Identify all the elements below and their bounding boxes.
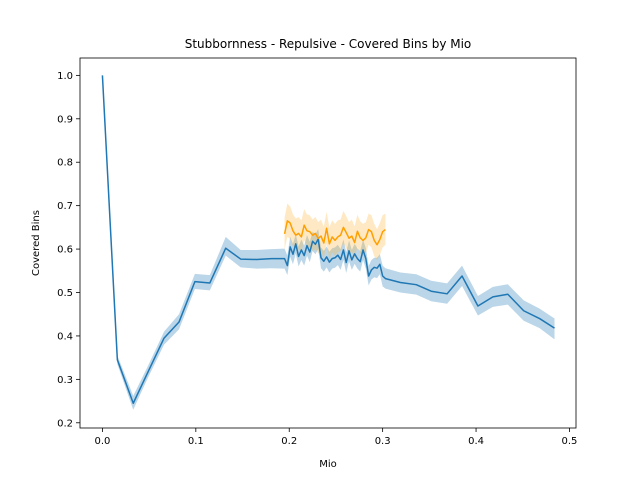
y-axis-ticks: 0.2 0.3 0.4 0.5 0.6 0.7 0.8 0.9 1.0: [57, 71, 80, 429]
y-axis-label: Covered Bins: [31, 210, 42, 276]
x-tick-label: 0.0: [94, 436, 110, 447]
x-tick-label: 0.1: [188, 436, 204, 447]
x-tick-label: 0.5: [562, 436, 578, 447]
chart-title: Stubbornness - Repulsive - Covered Bins …: [185, 37, 472, 51]
y-tick-label: 0.7: [57, 201, 73, 212]
x-axis-ticks: 0.0 0.1 0.2 0.3 0.4 0.5: [94, 428, 577, 447]
y-tick-label: 0.9: [57, 114, 73, 125]
y-tick-label: 0.3: [57, 375, 73, 386]
series-2-line: [283, 220, 386, 246]
y-tick-label: 0.5: [57, 288, 73, 299]
x-tick-label: 0.3: [375, 436, 391, 447]
series-2-band: [284, 203, 386, 260]
series-1-line: [101, 75, 555, 404]
x-tick-label: 0.2: [281, 436, 297, 447]
series-lines: [101, 75, 555, 404]
plot-frame: [79, 57, 577, 429]
y-tick-label: 1.0: [57, 71, 73, 82]
series-1-band: [102, 75, 555, 410]
y-tick-label: 0.2: [57, 418, 73, 429]
x-tick-label: 0.4: [468, 436, 484, 447]
y-tick-label: 0.8: [57, 158, 73, 169]
x-axis-label: Mio: [319, 459, 337, 470]
y-tick-label: 0.6: [57, 245, 73, 256]
y-tick-label: 0.4: [57, 331, 73, 342]
confidence-bands: [102, 75, 555, 410]
